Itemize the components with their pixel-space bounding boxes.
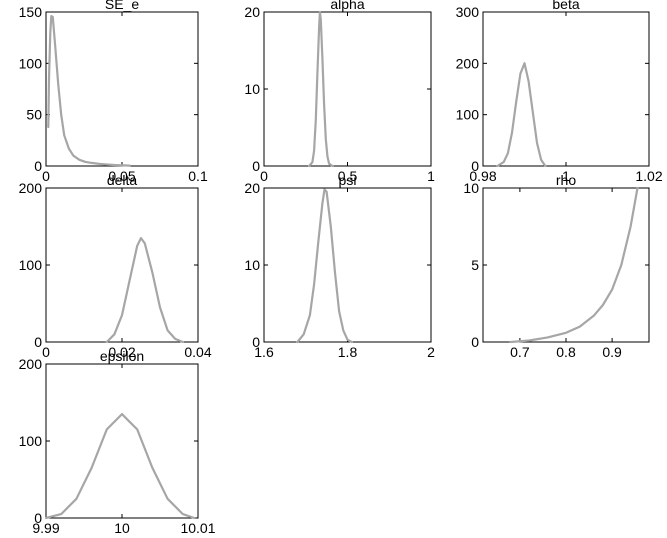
x-tick-label: 1.02	[635, 168, 662, 184]
x-tick-label: 0.8	[556, 344, 576, 360]
x-tick-label: 1	[562, 168, 570, 184]
x-tick-label: 10.01	[180, 520, 215, 536]
panel-1: SE_e 0 0.05 0.1 0 50 100 150	[19, 0, 208, 184]
panel-title: beta	[552, 0, 579, 12]
axis-frame	[263, 11, 432, 167]
density-line	[308, 10, 334, 168]
x-tick-label: 0.05	[108, 168, 135, 184]
y-tick-label: 0	[252, 158, 260, 174]
x-tick-label: 10	[114, 520, 130, 536]
x-tick-label: 0.02	[108, 344, 135, 360]
y-tick-label: 0	[252, 334, 260, 350]
panel-7: epsilon 9.99 10 10.01 0 100 200	[19, 348, 216, 536]
y-tick-label: 100	[19, 55, 43, 71]
axis-frame	[45, 187, 199, 343]
density-line	[105, 237, 184, 344]
x-tick-label: 0	[260, 168, 268, 184]
panel-title: rho	[556, 172, 576, 188]
x-tick-label: 0.5	[338, 168, 358, 184]
panel-3: beta 0.98 1 1.02 0 100 200 300	[456, 0, 663, 184]
y-tick-label: 20	[244, 180, 260, 196]
density-line	[509, 186, 639, 344]
y-tick-label: 200	[456, 55, 480, 71]
x-tick-label: 0.1	[188, 168, 208, 184]
y-tick-label: 5	[471, 257, 479, 273]
y-tick-label: 200	[19, 356, 43, 372]
x-tick-label: 0	[42, 168, 50, 184]
y-tick-label: 0	[34, 158, 42, 174]
axis-frame	[45, 11, 199, 167]
panel-title: SE_e	[105, 0, 139, 12]
y-tick-label: 0	[471, 334, 479, 350]
density-line	[44, 413, 196, 520]
x-tick-label: 1.6	[254, 344, 274, 360]
axis-frame	[482, 187, 650, 343]
axis-frame	[482, 11, 650, 167]
panel-title: alpha	[330, 0, 364, 12]
y-tick-label: 0	[34, 510, 42, 526]
y-tick-label: 300	[456, 4, 480, 20]
panel-title: delta	[107, 172, 138, 188]
x-tick-label: 0	[42, 344, 50, 360]
x-tick-label: 0.7	[510, 344, 530, 360]
axis-frame	[45, 363, 199, 519]
x-tick-label: 0.9	[602, 344, 622, 360]
y-tick-label: 100	[19, 257, 43, 273]
x-tick-label: 0.98	[469, 168, 496, 184]
y-tick-label: 10	[463, 180, 479, 196]
x-tick-label: 2	[427, 344, 435, 360]
panel-title: psi	[339, 172, 357, 188]
y-tick-label: 20	[244, 4, 260, 20]
x-tick-label: 0.04	[184, 344, 211, 360]
y-tick-label: 0	[34, 334, 42, 350]
x-tick-label: 1.8	[338, 344, 358, 360]
panel-title: epsilon	[100, 348, 144, 364]
y-tick-label: 150	[19, 4, 43, 20]
y-tick-label: 10	[244, 81, 260, 97]
density-line	[47, 15, 131, 167]
y-tick-label: 0	[471, 158, 479, 174]
y-tick-label: 100	[19, 433, 43, 449]
y-tick-label: 200	[19, 180, 43, 196]
y-tick-label: 10	[244, 257, 260, 273]
axis-frame	[263, 187, 432, 343]
x-tick-label: 9.99	[32, 520, 59, 536]
panel-6: rho 0.7 0.8 0.9 0 5 10	[463, 172, 650, 360]
y-tick-label: 50	[26, 107, 42, 123]
density-line	[296, 188, 353, 344]
panel-4: delta 0 0.02 0.04 0 100 200	[19, 172, 212, 360]
x-tick-label: 1	[427, 168, 435, 184]
y-tick-label: 100	[456, 107, 480, 123]
density-line	[496, 62, 547, 168]
